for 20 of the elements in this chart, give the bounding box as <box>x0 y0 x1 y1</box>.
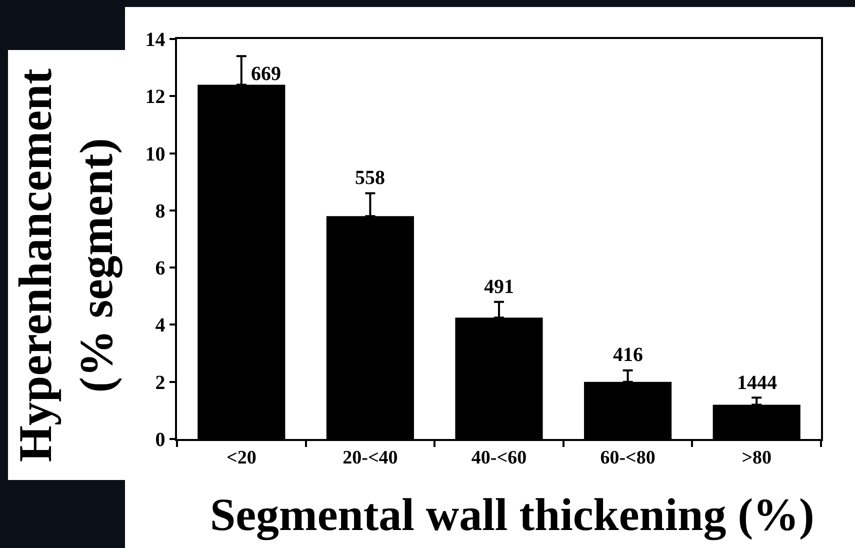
y-axis-title: Hyperenhancement (% segment) <box>10 68 124 462</box>
x-tick-label: >80 <box>742 448 772 469</box>
x-tick-label: 60-<80 <box>600 448 656 469</box>
y-tick-label: 12 <box>145 86 166 108</box>
y-tick-label: 2 <box>155 372 166 394</box>
annotation: 416 <box>613 344 643 366</box>
y-tick-label: 6 <box>155 258 166 280</box>
x-tick-label: <20 <box>226 448 256 469</box>
x-tick-label: 20-<40 <box>342 448 398 469</box>
y-tick-label: 4 <box>155 314 166 337</box>
y-tick-label: 8 <box>155 200 166 222</box>
annotation: 1444 <box>737 372 777 394</box>
annotation: 669 <box>251 63 281 85</box>
annotation: 491 <box>484 276 514 298</box>
y-tick-label: 0 <box>155 429 166 451</box>
y-tick-label: 14 <box>145 29 166 51</box>
annotation: 558 <box>355 167 385 189</box>
x-tick-label: 40-<60 <box>471 448 527 469</box>
x-axis-title: Segmental wall thickening (%) <box>210 489 814 541</box>
y-tick-label: 10 <box>145 143 166 166</box>
